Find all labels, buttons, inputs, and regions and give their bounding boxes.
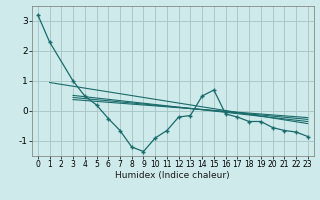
X-axis label: Humidex (Indice chaleur): Humidex (Indice chaleur) xyxy=(116,171,230,180)
